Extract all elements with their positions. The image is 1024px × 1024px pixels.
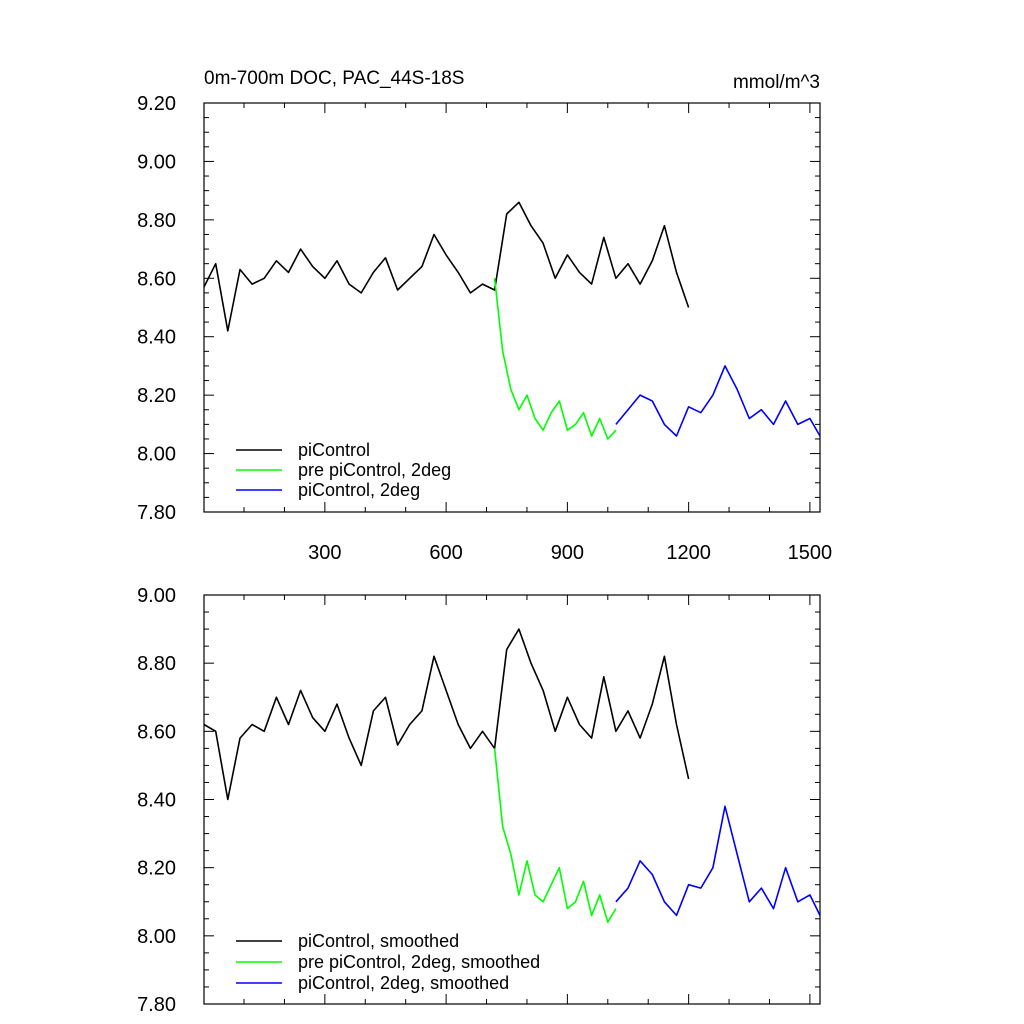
y-tick-label: 8.60 <box>137 268 176 290</box>
y-tick-label: 9.00 <box>137 151 176 173</box>
y-tick-label: 8.00 <box>137 444 176 466</box>
y-tick-label: 9.00 <box>137 585 176 607</box>
legend-label: piControl <box>298 440 370 460</box>
legend-label: piControl, smoothed <box>298 931 459 951</box>
series-line-0 <box>203 628 690 801</box>
series-line-2 <box>615 365 821 437</box>
x-tick-label: 600 <box>429 542 462 564</box>
legend-label: piControl, 2deg <box>298 480 420 500</box>
y-tick-label: 9.20 <box>137 93 176 115</box>
bottom-panel: 7.80 8.00 8.20 8.40 8.60 8.80 9.00 piControl, s… <box>137 585 821 1016</box>
legend-label: piControl, 2deg, smoothed <box>298 973 509 993</box>
top-panel: 7.80 8.00 8.20 8.40 8.60 8.80 9.00 9.20 300 600 90… <box>137 93 832 564</box>
legend-label: pre piControl, 2deg, smoothed <box>298 952 540 972</box>
plot-frame <box>203 102 821 513</box>
y-tick-label: 7.80 <box>137 994 176 1016</box>
y-tick-label: 8.00 <box>137 926 176 948</box>
x-tick-label: 1500 <box>788 542 833 564</box>
series-line-2 <box>615 805 821 917</box>
x-tick-label: 1200 <box>666 542 711 564</box>
y-tick-label: 8.80 <box>137 653 176 675</box>
series-line-1 <box>493 748 617 923</box>
x-tick-label: 300 <box>308 542 341 564</box>
y-tick-label: 8.20 <box>137 858 176 880</box>
y-tick-label: 8.20 <box>137 385 176 407</box>
units-label: mmol/m^3 <box>733 72 820 93</box>
legend-label: pre piControl, 2deg <box>298 460 451 480</box>
chart-title: 0m-700m DOC, PAC_44S-18S <box>204 68 464 89</box>
x-tick-label: 900 <box>551 542 584 564</box>
y-tick-label: 7.80 <box>137 502 176 524</box>
plot-frame <box>203 594 821 1005</box>
y-tick-label: 8.40 <box>137 790 176 812</box>
y-tick-label: 8.60 <box>137 721 176 743</box>
y-tick-label: 8.40 <box>137 327 176 349</box>
series-line-1 <box>493 278 617 440</box>
y-tick-label: 8.80 <box>137 210 176 232</box>
series-line-0 <box>203 201 690 332</box>
